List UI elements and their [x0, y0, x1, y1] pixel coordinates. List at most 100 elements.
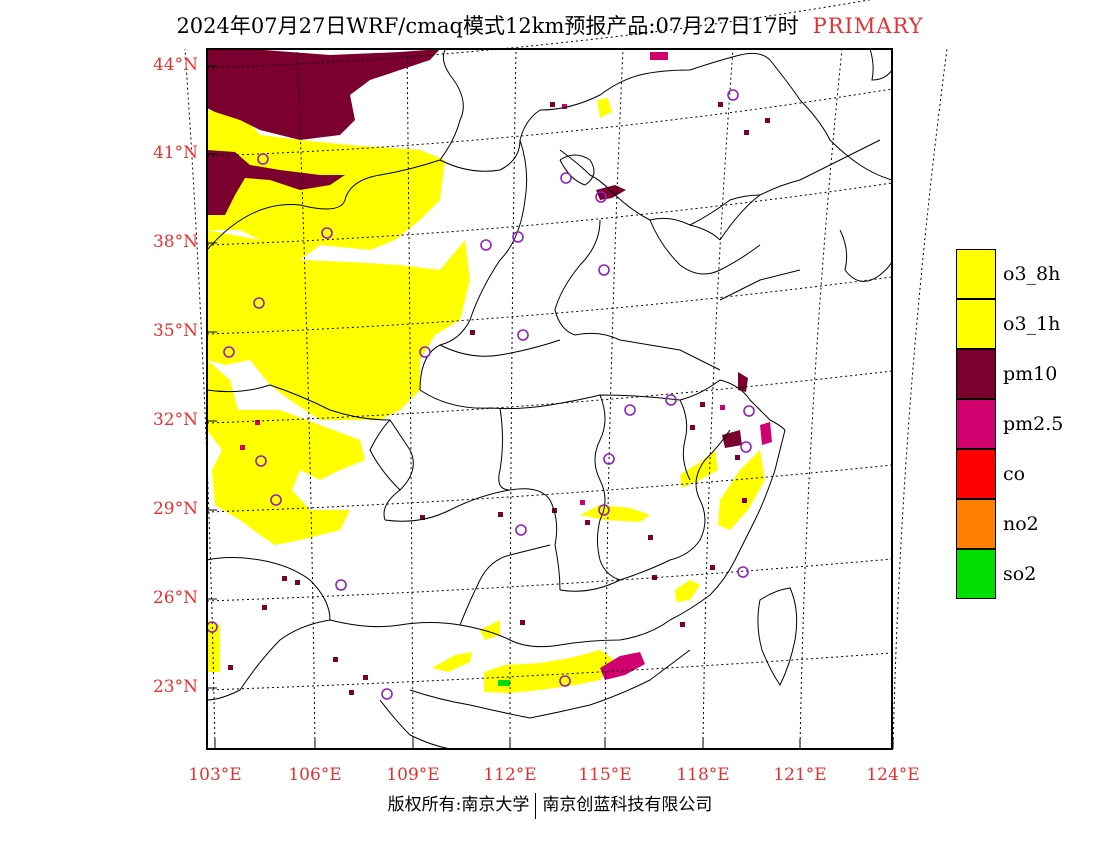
latitude-label: 44°N — [152, 55, 198, 75]
o3-region-hebei — [597, 98, 612, 118]
legend-label: o3_8h — [1003, 263, 1061, 285]
pollutant-pixel — [700, 402, 705, 407]
longitude-line — [406, 48, 414, 750]
station-marker — [517, 329, 529, 341]
o3-region-west — [207, 230, 470, 420]
o3-region-fujian — [675, 580, 700, 602]
pm10-region-jiangsu — [738, 372, 748, 392]
pollutant-pixel — [718, 102, 723, 107]
station-marker — [598, 264, 610, 276]
legend-swatch — [956, 549, 996, 599]
station-marker — [223, 346, 235, 358]
legend-label: pm2.5 — [1003, 413, 1064, 435]
legend-label: o3_1h — [1003, 313, 1061, 335]
border-line — [369, 419, 401, 491]
border-line — [594, 394, 621, 581]
station-marker — [381, 688, 393, 700]
pollutant-pixel — [648, 535, 653, 540]
border-line — [869, 48, 893, 81]
pm25-region-north — [650, 52, 668, 60]
pollutant-pixel — [470, 330, 475, 335]
pollutant-pixel — [295, 580, 300, 585]
pollutant-pixel — [498, 512, 503, 517]
station-marker — [515, 524, 527, 536]
pollutant-pixel — [652, 575, 657, 580]
pollutant-pixel — [228, 665, 233, 670]
longitude-line — [296, 48, 316, 750]
pollutant-pixel — [363, 675, 368, 680]
border-line — [559, 149, 721, 241]
o3-region-sichuan — [207, 360, 365, 545]
legend-label: pm10 — [1003, 363, 1058, 385]
o3-region-zhejiang-e — [718, 450, 765, 530]
pollutant-pixel — [550, 102, 555, 107]
longitude-label: 106°E — [288, 765, 342, 785]
footer-divider — [535, 792, 537, 819]
border-line — [757, 587, 798, 686]
latitude-line — [206, 0, 872, 69]
pm10-region-gansu — [207, 150, 345, 215]
pollutant-pixel — [420, 515, 425, 520]
legend-swatch — [956, 399, 996, 449]
border-line — [559, 429, 731, 592]
border-line — [719, 269, 801, 301]
station-marker — [480, 239, 492, 251]
longitude-label: 115°E — [578, 765, 632, 785]
pollutant-pixel — [742, 498, 747, 503]
station-marker — [743, 405, 755, 417]
pollutant-pixel — [690, 425, 695, 430]
pollutant-pixel — [282, 576, 287, 581]
o3-region-guilin — [480, 620, 500, 640]
pollutant-pixel — [680, 622, 685, 627]
pm10-region-mongolia — [207, 49, 440, 140]
border-line — [439, 52, 801, 172]
o3-region-guangdong — [484, 650, 615, 693]
o3-region-sw — [207, 620, 220, 672]
longitude-label: 124°E — [866, 765, 920, 785]
border-line — [799, 99, 893, 181]
pollutant-pixel — [744, 130, 749, 135]
graticule — [184, 0, 948, 750]
station-marker — [624, 404, 636, 416]
footer: 版权所有:南京大学 南京创蓝科技有限公司 — [0, 790, 1100, 819]
station-marker — [740, 441, 752, 453]
pollutant-pixel — [562, 104, 567, 109]
latitude-label: 41°N — [152, 143, 198, 163]
latitude-line — [206, 182, 893, 246]
longitude-line — [799, 48, 843, 750]
station-marker — [737, 566, 749, 578]
pollutant-pixel — [710, 565, 715, 570]
pollutant-pixel — [262, 605, 267, 610]
pollutant-pixel — [580, 500, 585, 505]
title-primary-tag: PRIMARY — [812, 14, 924, 38]
station-marker — [560, 172, 572, 184]
border-line — [719, 379, 786, 431]
station-marker — [321, 227, 333, 239]
longitude-line — [892, 48, 948, 750]
legend-label: co — [1003, 463, 1026, 485]
station-marker — [512, 231, 524, 243]
border-line — [419, 139, 528, 391]
border-line — [689, 194, 761, 226]
longitude-line — [509, 48, 517, 750]
legend-swatch — [956, 249, 996, 299]
station-marker — [603, 453, 615, 465]
border-line — [409, 649, 691, 719]
pollutant-pixel — [585, 520, 590, 525]
station-marker — [559, 675, 571, 687]
map-title: 2024年07月27日WRF/cmaq模式12km预报产品:07月27日17时 P… — [0, 10, 1100, 40]
longitude-label: 112°E — [483, 765, 537, 785]
pm10-region-tianjin — [596, 185, 626, 200]
legend-label: no2 — [1003, 513, 1039, 535]
pm25-region-guangzhou — [600, 652, 645, 680]
pollutant-pixel — [240, 445, 245, 450]
title-text: 2024年07月27日WRF/cmaq模式12km预报产品:07月27日17时 — [176, 14, 799, 38]
legend-swatch — [956, 499, 996, 549]
pollutant-pixel — [520, 620, 525, 625]
copyright-text: 版权所有:南京大学 — [387, 795, 530, 815]
latitude-label: 32°N — [152, 410, 198, 430]
border-line — [419, 379, 721, 410]
station-marker — [253, 297, 265, 309]
longitude-label: 118°E — [676, 765, 730, 785]
station-marker — [595, 191, 607, 203]
